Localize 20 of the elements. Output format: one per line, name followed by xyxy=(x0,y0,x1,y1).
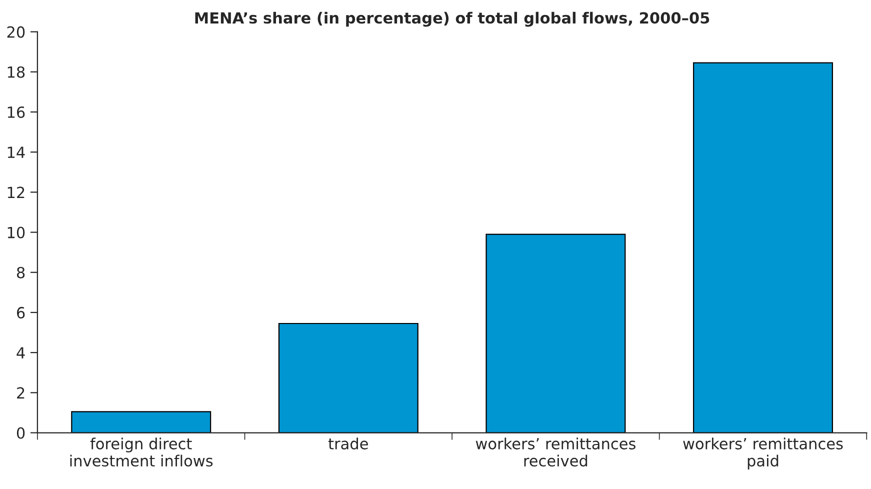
x-tick-label: workers’ remittances received xyxy=(476,438,636,467)
y-tick-label: 0 xyxy=(16,427,25,439)
x-tick-label: workers’ remittances paid xyxy=(683,438,843,470)
y-tick-label: 18 xyxy=(8,66,25,78)
y-tick-label: 8 xyxy=(16,266,25,278)
y-tick-label: 4 xyxy=(16,347,25,358)
bar xyxy=(278,322,418,433)
bar xyxy=(486,234,626,433)
y-tick-label: 20 xyxy=(7,26,25,38)
y-tick-label: 12 xyxy=(8,186,24,198)
chart-title: MENA’s share (in percentage) of total global flows, 2000–05 xyxy=(195,12,710,27)
y-tick-label: 16 xyxy=(8,106,25,118)
bar xyxy=(71,411,212,433)
x-tick-label: foreign direct investment inflows xyxy=(70,438,213,467)
y-tick-label: 2 xyxy=(17,387,24,398)
y-tick-label: 6 xyxy=(16,306,25,318)
x-tick-label: trade xyxy=(328,438,368,450)
bar xyxy=(692,62,833,433)
y-tick-label: 10 xyxy=(8,226,25,238)
y-tick-label: 14 xyxy=(8,146,25,158)
